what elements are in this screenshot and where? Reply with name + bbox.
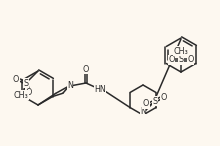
Text: O: O — [161, 93, 167, 102]
Text: O: O — [83, 65, 89, 73]
Text: O: O — [143, 100, 149, 108]
Text: S: S — [24, 79, 29, 87]
Text: CH₃: CH₃ — [14, 91, 28, 100]
Text: N: N — [67, 81, 73, 91]
Text: N: N — [140, 107, 146, 116]
Text: S: S — [152, 97, 158, 106]
Text: CH₃: CH₃ — [174, 46, 188, 55]
Text: O: O — [187, 55, 194, 65]
Text: O: O — [26, 88, 32, 97]
Text: O: O — [168, 55, 175, 65]
Text: S: S — [178, 55, 183, 65]
Text: O: O — [13, 75, 19, 85]
Text: HN: HN — [94, 86, 106, 94]
